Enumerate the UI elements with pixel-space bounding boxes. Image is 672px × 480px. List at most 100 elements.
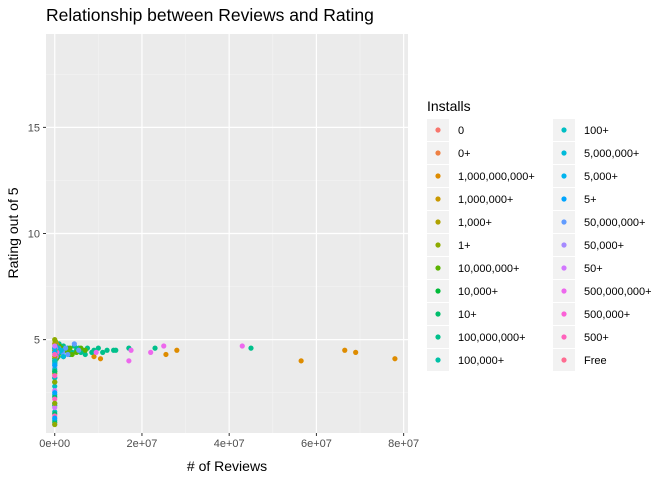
legend-label-16: 50,000+ [584, 240, 624, 252]
legend-key-16 [561, 242, 567, 248]
data-point-0-1 [353, 349, 359, 355]
legend-key-19 [561, 311, 567, 317]
data-point-15-2 [52, 373, 58, 379]
legend-label-3: 1,000,000+ [458, 194, 513, 206]
legend-key-3 [435, 196, 441, 202]
legend-key-21 [561, 357, 567, 363]
data-point-1-0 [248, 345, 254, 351]
y-axis-title: Rating out of 5 [5, 187, 21, 278]
legend-label-8: 10+ [458, 309, 477, 321]
legend-key-11 [561, 127, 567, 133]
x-tick-label-1: 2e+07 [126, 438, 157, 450]
y-tick-label-2: 15 [28, 122, 40, 134]
legend-key-1 [435, 150, 441, 156]
data-point-16-1 [52, 404, 58, 411]
legend-label-17: 50+ [584, 263, 603, 275]
legend-key-5 [435, 242, 441, 248]
data-point-2-5 [93, 349, 99, 355]
data-point-13-4 [52, 383, 58, 389]
data-point-1-1 [152, 345, 158, 351]
data-point-2-4 [126, 358, 132, 364]
data-point-3-0 [82, 347, 88, 353]
data-point-1-7 [95, 345, 101, 351]
data-point-18-2 [52, 362, 58, 368]
legend-label-5: 1+ [458, 240, 471, 252]
legend-label-15: 50,000,000+ [584, 217, 645, 229]
legend-label-9: 100,000,000+ [458, 332, 526, 344]
data-point-15-3 [52, 351, 58, 358]
data-point-17-1 [52, 400, 58, 406]
legend-key-18 [561, 288, 567, 294]
legend-title: Installs [427, 98, 471, 114]
x-tick-label-0: 0e+00 [39, 438, 70, 450]
legend-key-17 [561, 265, 567, 271]
data-point-16-3 [52, 343, 58, 349]
data-point-1-4 [111, 347, 117, 353]
data-point-3-3 [69, 351, 75, 358]
legend-label-6: 10,000,000+ [458, 263, 519, 275]
legend-label-7: 10,000+ [458, 286, 498, 298]
legend: 0 0+ 1,000,000,000+ 1,000,000+ 1,000+ 1+ 10,00… [427, 119, 652, 371]
data-point-3-4 [67, 345, 73, 351]
legend-key-14 [561, 196, 567, 202]
legend-label-18: 500,000,000+ [584, 286, 652, 298]
data-point-4-1 [71, 341, 77, 347]
legend-key-2 [435, 173, 441, 179]
x-axis-title: # of Reviews [187, 458, 267, 474]
legend-label-12: 5,000,000+ [584, 148, 639, 160]
legend-key-9 [435, 334, 441, 340]
data-point-0-5 [163, 351, 169, 358]
legend-label-11: 100+ [584, 125, 609, 137]
data-point-6-0 [60, 353, 67, 360]
legend-key-6 [435, 265, 441, 271]
data-point-17-3 [52, 337, 58, 343]
data-point-1-5 [104, 347, 110, 353]
legend-key-0 [435, 127, 441, 133]
data-point-0-3 [298, 358, 304, 364]
y-tick-label-1: 10 [28, 229, 40, 241]
legend-label-14: 5+ [584, 194, 597, 206]
chart-title: Relationship between Reviews and Rating [46, 5, 374, 25]
legend-key-20 [561, 334, 567, 340]
legend-key-8 [435, 311, 441, 317]
legend-key-15 [561, 219, 567, 225]
data-point-1-9 [89, 349, 95, 355]
legend-key-7 [435, 288, 441, 294]
data-point-14-5 [52, 368, 58, 375]
legend-label-1: 0+ [458, 148, 471, 160]
data-point-0-7 [91, 353, 97, 360]
y-tick-label-0: 5 [34, 335, 40, 347]
data-point-2-2 [148, 349, 154, 355]
data-point-18-0 [52, 415, 58, 421]
data-point-13-7 [52, 358, 58, 364]
legend-label-2: 1,000,000,000+ [458, 171, 535, 183]
legend-key-12 [561, 150, 567, 156]
data-point-18-1 [52, 390, 58, 396]
legend-label-4: 1,000+ [458, 217, 492, 229]
data-point-4-2 [65, 351, 71, 358]
legend-label-0: 0 [458, 125, 464, 137]
x-tick-label-2: 4e+07 [214, 438, 245, 450]
legend-key-13 [561, 173, 567, 179]
data-point-0-4 [174, 347, 180, 353]
legend-label-19: 500,000+ [584, 309, 630, 321]
data-point-2-3 [128, 347, 134, 353]
legend-label-20: 500+ [584, 332, 609, 344]
x-tick-label-3: 6e+07 [301, 438, 332, 450]
data-points [52, 337, 398, 428]
data-point-1-6 [100, 349, 106, 355]
legend-label-10: 100,000+ [458, 355, 504, 367]
legend-key-10 [435, 357, 441, 363]
data-point-1-11 [82, 351, 88, 358]
data-point-0-0 [392, 356, 398, 362]
data-point-4-0 [76, 347, 82, 353]
legend-label-13: 5,000+ [584, 171, 618, 183]
data-point-17-0 [52, 421, 58, 428]
legend-key-4 [435, 219, 441, 225]
data-point-2-0 [239, 343, 245, 349]
data-point-2-1 [161, 343, 167, 349]
grid-lines [46, 34, 408, 433]
data-point-0-6 [97, 356, 104, 362]
data-point-0-2 [342, 347, 348, 353]
